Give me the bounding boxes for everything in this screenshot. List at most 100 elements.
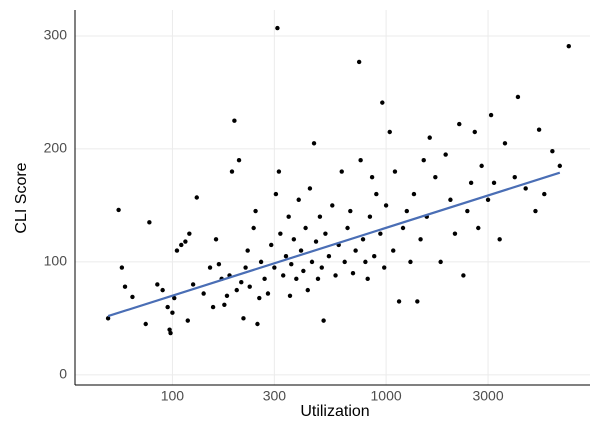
point bbox=[309, 259, 315, 265]
point bbox=[465, 208, 470, 214]
y-tick-label: 300 bbox=[44, 27, 68, 43]
point bbox=[160, 287, 165, 293]
y-tick-label: 0 bbox=[59, 366, 67, 382]
point bbox=[319, 265, 324, 270]
point bbox=[179, 242, 184, 248]
point bbox=[382, 265, 387, 270]
point bbox=[448, 197, 453, 202]
point bbox=[167, 327, 172, 332]
point bbox=[372, 254, 377, 259]
point bbox=[491, 180, 497, 186]
point bbox=[476, 225, 481, 231]
y-tick-label: 200 bbox=[44, 140, 68, 156]
point bbox=[378, 231, 383, 236]
point bbox=[190, 282, 196, 287]
point bbox=[294, 276, 299, 282]
point bbox=[116, 207, 121, 213]
point bbox=[550, 148, 555, 154]
point bbox=[222, 302, 227, 308]
point bbox=[241, 316, 246, 321]
point bbox=[239, 280, 244, 285]
point bbox=[298, 248, 304, 253]
point bbox=[433, 174, 438, 180]
point bbox=[253, 208, 258, 214]
point bbox=[523, 186, 528, 191]
point bbox=[557, 163, 563, 169]
point bbox=[353, 248, 358, 253]
point bbox=[257, 295, 262, 301]
point bbox=[321, 318, 326, 323]
point bbox=[400, 225, 406, 231]
point bbox=[427, 135, 432, 140]
point bbox=[348, 208, 353, 214]
point bbox=[213, 237, 219, 242]
point bbox=[479, 163, 484, 169]
point bbox=[265, 291, 271, 296]
point bbox=[330, 203, 335, 208]
point bbox=[245, 248, 250, 253]
point bbox=[183, 239, 188, 244]
point bbox=[404, 208, 410, 214]
point bbox=[130, 294, 135, 300]
point bbox=[374, 191, 379, 197]
point bbox=[303, 225, 308, 231]
point bbox=[168, 330, 173, 336]
trend-line bbox=[107, 171, 561, 318]
point bbox=[281, 273, 286, 278]
point bbox=[311, 141, 317, 146]
point bbox=[415, 299, 420, 304]
point bbox=[369, 174, 375, 180]
point bbox=[313, 239, 319, 244]
point bbox=[566, 43, 571, 49]
point bbox=[396, 299, 402, 304]
point bbox=[286, 214, 291, 219]
point bbox=[283, 254, 289, 259]
point bbox=[392, 169, 398, 174]
point bbox=[452, 231, 458, 236]
point bbox=[119, 265, 125, 270]
point bbox=[350, 270, 356, 276]
point bbox=[391, 248, 396, 253]
point bbox=[255, 321, 260, 327]
point bbox=[122, 284, 128, 289]
point bbox=[317, 214, 323, 219]
point bbox=[438, 259, 443, 265]
point bbox=[185, 318, 190, 323]
point bbox=[418, 237, 423, 242]
point bbox=[502, 141, 508, 146]
point bbox=[383, 203, 389, 208]
point bbox=[201, 291, 206, 296]
point bbox=[272, 265, 277, 270]
point bbox=[411, 191, 417, 197]
point bbox=[232, 118, 237, 123]
point bbox=[147, 220, 152, 225]
point bbox=[276, 169, 282, 174]
y-tick-label: 100 bbox=[44, 253, 68, 269]
point bbox=[380, 100, 385, 105]
point bbox=[315, 276, 321, 282]
point bbox=[360, 237, 366, 242]
point bbox=[143, 321, 148, 327]
point bbox=[387, 129, 392, 135]
point bbox=[512, 174, 517, 180]
point bbox=[262, 276, 267, 282]
point bbox=[275, 25, 280, 31]
point bbox=[251, 225, 256, 231]
point bbox=[287, 293, 293, 298]
point bbox=[289, 261, 294, 267]
point bbox=[408, 259, 413, 265]
point bbox=[345, 225, 350, 231]
point bbox=[488, 112, 494, 118]
point bbox=[363, 259, 368, 265]
point bbox=[236, 158, 242, 163]
point bbox=[291, 237, 297, 242]
point bbox=[485, 197, 491, 202]
point bbox=[515, 94, 521, 100]
point bbox=[207, 265, 213, 270]
point bbox=[174, 248, 180, 253]
point bbox=[301, 268, 306, 274]
point bbox=[457, 121, 462, 127]
point bbox=[542, 191, 547, 197]
point bbox=[172, 295, 177, 301]
